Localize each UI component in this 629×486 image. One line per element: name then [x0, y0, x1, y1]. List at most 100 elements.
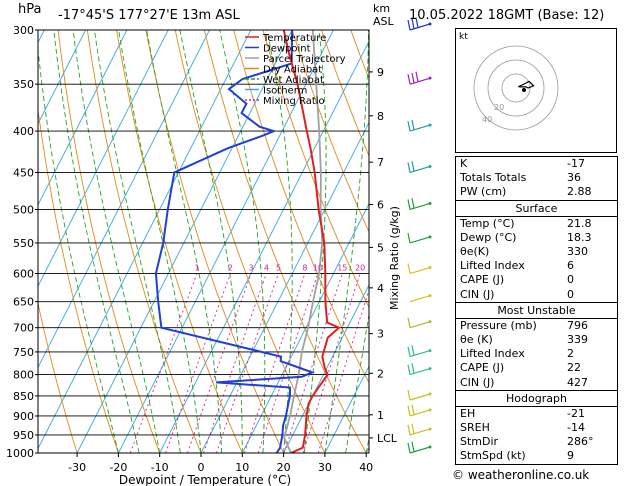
wind-barb-feather	[407, 232, 411, 244]
wind-barb-icon	[409, 409, 431, 417]
mixing-ratio-label: 1	[194, 264, 199, 273]
isotherm-line	[117, 30, 334, 453]
index-label: Temp (°C)	[460, 216, 515, 230]
km-tick-label: 5	[377, 241, 384, 254]
dry-adiabat-line	[38, 106, 119, 453]
pressure-tick-label: 600	[13, 268, 34, 281]
km-tick-label: 2	[377, 367, 384, 380]
hodograph-frame	[455, 28, 617, 153]
index-value: 2.88	[567, 185, 592, 199]
index-value: 6	[567, 259, 574, 273]
basic-indices-table: K -17 Totals Totals 36 PW (cm) 2.88	[455, 156, 618, 201]
index-label: CIN (J)	[460, 287, 495, 301]
km-tick-label: 4	[377, 282, 384, 295]
pressure-tick-label: 950	[13, 429, 34, 442]
asl-unit-label: ASL	[373, 15, 394, 28]
index-row: CIN (J) 0	[456, 288, 617, 302]
dry-adiabat-line	[291, 30, 369, 233]
index-row: Pressure (mb) 796	[456, 319, 617, 333]
mixing-ratio-line	[215, 273, 279, 453]
wind-barb-icon	[409, 124, 431, 132]
wind-barb-feather	[411, 72, 415, 84]
wind-barb-icon	[409, 266, 431, 275]
mixing-ratio-label: 4	[264, 264, 269, 273]
mixing-ratio-line	[129, 273, 198, 453]
wet-adiabat-line	[179, 30, 243, 453]
index-value: -17	[567, 157, 585, 170]
wind-barb-dot	[428, 201, 432, 205]
datetime-header: 10.05.2022 18GMT (Base: 12)	[409, 8, 605, 23]
index-row: θe (K) 339	[456, 333, 617, 347]
plot-frame	[37, 29, 370, 454]
index-value: 427	[567, 375, 588, 389]
wind-barb-feather	[407, 405, 411, 417]
pressure-tick-label: 1000	[6, 447, 34, 460]
temperature-tick-label: 40	[359, 461, 373, 474]
pressure-tick-label: 700	[13, 322, 34, 335]
wind-barb-icon	[409, 202, 431, 211]
km-tick-label: 1	[377, 409, 384, 422]
pressure-tick-label: 350	[13, 78, 34, 91]
km-unit-label: km	[373, 2, 391, 15]
index-label: θe (K)	[460, 333, 493, 347]
km-tick-label: 8	[377, 110, 384, 123]
km-tick-label: 3	[377, 328, 384, 341]
hodograph-ring-label: 20	[494, 103, 504, 112]
wind-barb-dot	[428, 408, 432, 412]
temperature-tick-label: 0	[198, 461, 205, 474]
isotherm-line	[283, 283, 369, 453]
isotherm-line	[0, 30, 3, 453]
km-tick-label: 7	[377, 156, 384, 169]
wind-barb-dot	[428, 445, 432, 449]
wet-adiabat-line	[72, 30, 161, 453]
wind-barb-feather	[411, 404, 415, 415]
wet-adiabat-line	[38, 45, 119, 453]
parcel-trajectory-line	[283, 30, 324, 453]
pressure-tick-label: 650	[13, 296, 34, 309]
wind-barb-feather	[415, 17, 419, 28]
wind-barb-icon	[409, 350, 431, 358]
wind-barb-dot	[428, 76, 432, 80]
wind-barb-dot	[428, 164, 432, 168]
pressure-tick-label: 450	[13, 166, 34, 179]
x-axis-label: Dewpoint / Temperature (°C)	[119, 473, 291, 486]
mixing-ratio-line	[317, 288, 369, 453]
legend-entry: Temperature	[262, 33, 326, 44]
wind-barb-icon	[409, 165, 431, 174]
index-row: EH -21	[456, 407, 617, 421]
index-label: Pressure (mb)	[460, 318, 537, 332]
wind-barb-feather	[407, 424, 411, 436]
surface-table: Surface Temp (°C) 21.8 Dewp (°C) 18.3 θe(K) 3…	[455, 200, 618, 303]
hodograph-ring	[501, 73, 531, 103]
wind-barb-dot	[428, 320, 432, 324]
mixing-ratio-label: 15	[337, 264, 347, 273]
legend-entry: Wet Adiabat	[263, 75, 324, 86]
hodograph-trace	[517, 80, 535, 89]
wind-barb-dot	[428, 349, 432, 353]
isotherm-line	[38, 30, 252, 450]
wind-barb-feather	[411, 161, 415, 172]
wind-barb-feather	[407, 199, 411, 210]
index-value: 9	[567, 449, 574, 463]
wind-barb-feather	[407, 389, 411, 401]
temperature-tick-label: 30	[318, 461, 332, 474]
isotherm-line	[324, 365, 369, 453]
index-row: Temp (°C) 21.8	[456, 217, 617, 231]
wind-barb-feather	[411, 18, 415, 29]
wind-barb-feather	[407, 346, 411, 357]
plot-area: 1 2 3 4 5 8 10 15 20 25	[0, 30, 369, 453]
index-label: Lifted Index	[460, 347, 525, 361]
wind-barb-dot	[428, 367, 432, 371]
legend-entry: Parcel Trajectory	[263, 54, 346, 65]
index-label: CIN (J)	[460, 375, 495, 389]
wind-barb-feather	[407, 19, 411, 31]
dry-adiabat-line	[38, 301, 78, 453]
pressure-tick-label: 900	[13, 410, 34, 423]
mixing-ratio-label: 8	[302, 264, 307, 273]
temperature-tick-label: -30	[68, 461, 86, 474]
legend-entry: Mixing Ratio	[263, 96, 325, 107]
wind-barb-dot	[428, 235, 432, 239]
index-value: 36	[567, 171, 581, 185]
wind-barb-dot	[428, 392, 432, 396]
km-tick-label: 9	[377, 66, 384, 79]
